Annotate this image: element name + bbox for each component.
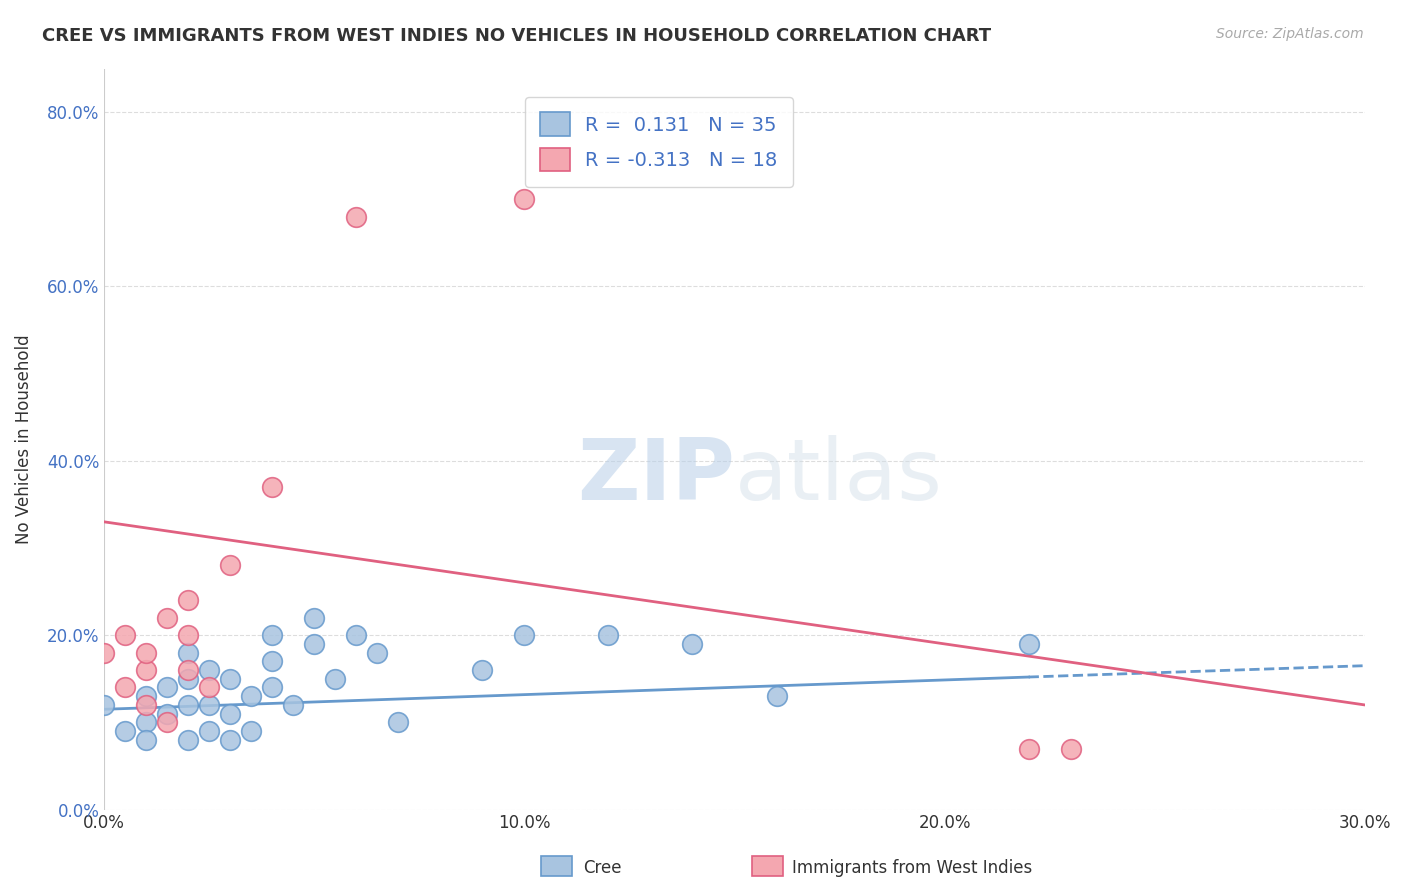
Point xyxy=(219,706,242,721)
Text: atlas: atlas xyxy=(734,434,942,517)
Point xyxy=(262,681,284,695)
Point xyxy=(114,724,136,739)
Point xyxy=(325,672,347,686)
Point xyxy=(93,698,115,712)
Point xyxy=(513,192,536,206)
Point xyxy=(1018,741,1040,756)
Text: ZIP: ZIP xyxy=(576,434,734,517)
Point xyxy=(240,724,263,739)
Point xyxy=(156,715,179,730)
Text: Cree: Cree xyxy=(583,859,621,877)
Point xyxy=(198,698,221,712)
Point xyxy=(366,646,388,660)
Point xyxy=(114,681,136,695)
Point xyxy=(262,654,284,668)
Point xyxy=(598,628,620,642)
Point xyxy=(240,690,263,704)
Point xyxy=(177,628,200,642)
Point xyxy=(471,663,494,677)
Point xyxy=(682,637,704,651)
Point xyxy=(135,663,157,677)
Point xyxy=(219,732,242,747)
Point xyxy=(219,672,242,686)
Y-axis label: No Vehicles in Household: No Vehicles in Household xyxy=(15,334,32,544)
Point xyxy=(344,210,367,224)
Point xyxy=(135,715,157,730)
Point xyxy=(198,724,221,739)
Point xyxy=(177,732,200,747)
Point xyxy=(198,681,221,695)
Point xyxy=(1018,637,1040,651)
Point xyxy=(177,646,200,660)
Point xyxy=(344,628,367,642)
Point xyxy=(135,646,157,660)
Text: CREE VS IMMIGRANTS FROM WEST INDIES NO VEHICLES IN HOUSEHOLD CORRELATION CHART: CREE VS IMMIGRANTS FROM WEST INDIES NO V… xyxy=(42,27,991,45)
Point xyxy=(262,480,284,494)
Text: Immigrants from West Indies: Immigrants from West Indies xyxy=(792,859,1032,877)
Point xyxy=(198,663,221,677)
Point xyxy=(156,706,179,721)
Point xyxy=(304,637,326,651)
Point xyxy=(219,558,242,573)
Point xyxy=(304,611,326,625)
Legend: R =  0.131   N = 35, R = -0.313   N = 18: R = 0.131 N = 35, R = -0.313 N = 18 xyxy=(524,96,793,187)
Point xyxy=(1059,741,1081,756)
Point xyxy=(513,628,536,642)
Point xyxy=(114,628,136,642)
Point xyxy=(177,663,200,677)
Point xyxy=(177,698,200,712)
Point xyxy=(93,646,115,660)
Point xyxy=(177,593,200,607)
Text: Source: ZipAtlas.com: Source: ZipAtlas.com xyxy=(1216,27,1364,41)
Point xyxy=(283,698,305,712)
Point xyxy=(765,690,787,704)
Point xyxy=(135,690,157,704)
Point xyxy=(387,715,409,730)
Point xyxy=(156,681,179,695)
Point xyxy=(135,698,157,712)
Point xyxy=(156,611,179,625)
Point xyxy=(262,628,284,642)
Point xyxy=(135,732,157,747)
Point xyxy=(177,672,200,686)
